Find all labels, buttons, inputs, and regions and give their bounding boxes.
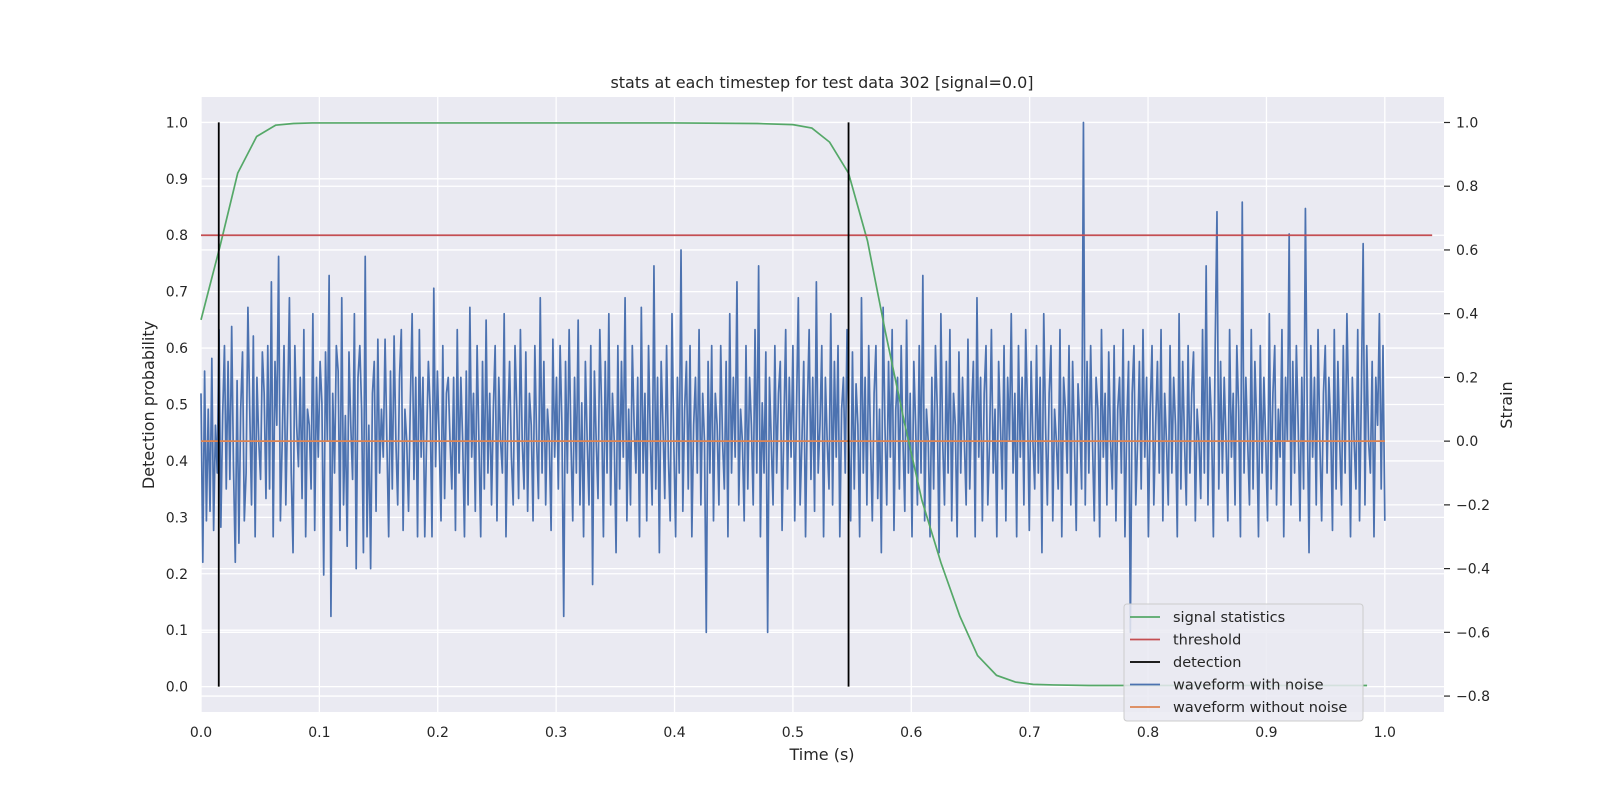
y-right-tick-label: 0.4 — [1456, 307, 1478, 323]
y-right-tick-label: −0.2 — [1456, 498, 1490, 514]
x-tick-label: 0.5 — [782, 725, 804, 741]
y-right-tick-label: 1.0 — [1456, 115, 1478, 131]
x-tick-label: 0.6 — [900, 725, 922, 741]
y-left-tick-label: 0.5 — [166, 398, 188, 414]
legend-label: detection — [1173, 655, 1241, 671]
x-tick-label: 0.7 — [1019, 725, 1041, 741]
y-right-tick-label: 0.6 — [1456, 243, 1478, 259]
x-tick-label: 0.0 — [190, 725, 212, 741]
y-left-tick-label: 0.1 — [166, 623, 188, 639]
x-tick-label: 0.1 — [308, 725, 330, 741]
x-tick-label: 0.3 — [545, 725, 567, 741]
legend-label: threshold — [1173, 633, 1241, 649]
chart-title: stats at each timestep for test data 302… — [610, 73, 1033, 92]
y-left-tick-label: 0.4 — [166, 454, 188, 470]
y-left-tick-label: 0.3 — [166, 510, 188, 526]
legend-box — [1123, 603, 1364, 722]
y-axis-right-label: Strain — [1497, 381, 1516, 428]
y-left-tick-label: 0.0 — [166, 680, 188, 696]
y-right-tick-label: −0.8 — [1456, 689, 1490, 705]
y-right-tick-label: 0.0 — [1456, 434, 1478, 450]
legend-label: waveform with noise — [1173, 678, 1324, 694]
y-right-tick-label: 0.8 — [1456, 179, 1478, 195]
legend-label: signal statistics — [1173, 610, 1285, 626]
series-waveform-with-noise — [200, 121, 1386, 634]
y-left-tick-label: 0.2 — [166, 567, 188, 583]
y-axis-left-label: Detection probability — [139, 321, 158, 489]
y-left-tick-label: 1.0 — [166, 115, 188, 131]
x-axis-label: Time (s) — [788, 745, 854, 764]
y-left-tick-label: 0.9 — [166, 172, 188, 188]
y-left-tick-label: 0.6 — [166, 341, 188, 357]
x-tick-label: 0.4 — [663, 725, 685, 741]
legend-label: waveform without noise — [1173, 700, 1347, 716]
y-right-tick-label: 0.2 — [1456, 370, 1478, 386]
y-right-tick-label: −0.4 — [1456, 562, 1490, 578]
legend: signal statistics threshold detection wavef… — [1123, 603, 1364, 722]
y-right-tick-label: −0.6 — [1456, 625, 1490, 641]
x-tick-label: 0.2 — [427, 725, 449, 741]
x-tick-label: 0.8 — [1137, 725, 1159, 741]
axes: 0.0 0.1 0.2 0.3 0.4 0.5 0.6 0.7 0.8 0.9 1.0 0.0 0.1 0… — [166, 115, 1490, 741]
series-layer — [200, 121, 1433, 687]
series-signal-statistics — [200, 122, 1368, 687]
x-tick-label: 1.0 — [1374, 725, 1396, 741]
y-left-tick-label: 0.8 — [166, 228, 188, 244]
x-tick-label: 0.9 — [1255, 725, 1277, 741]
y-left-tick-label: 0.7 — [166, 285, 188, 301]
